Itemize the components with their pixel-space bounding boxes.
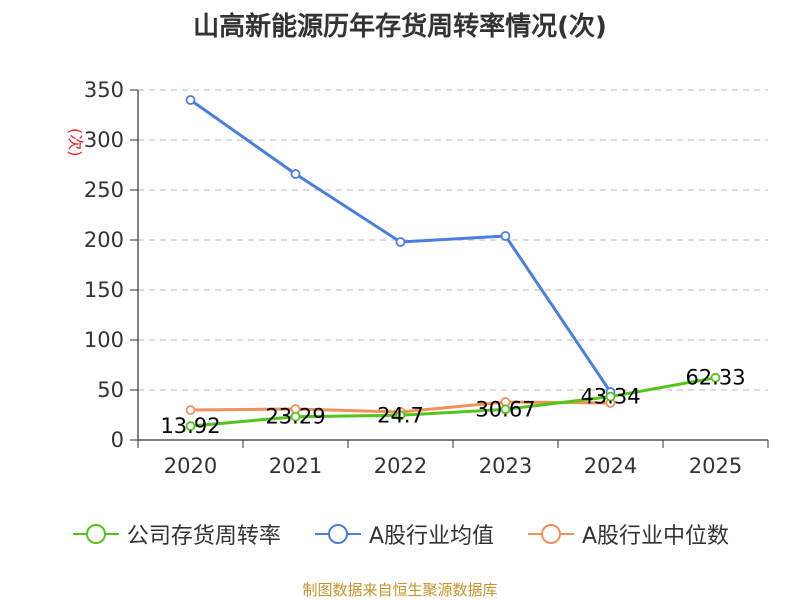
x-tick-label-2022: 2022 — [374, 454, 427, 478]
data-label-2024: 43.34 — [580, 385, 640, 409]
y-tick-label-150: 150 — [84, 278, 124, 302]
data-label-2025: 62.33 — [685, 366, 745, 390]
series-0-point-2023 — [500, 231, 511, 241]
y-tick-label-0: 0 — [111, 428, 124, 452]
legend-swatch-marker — [541, 524, 561, 544]
y-tick-label-50: 50 — [97, 378, 124, 402]
x-tick-label-2025: 2025 — [689, 454, 742, 478]
series-2-point-2020 — [185, 421, 196, 431]
data-label-2020: 13.92 — [160, 414, 220, 438]
legend-item-1[interactable]: A股行业中位数 — [526, 518, 729, 550]
x-tick-label-2023: 2023 — [479, 454, 532, 478]
axis-layer: 0 50 100 150 200 250 300 350 2020 2021 2022 2023 202… — [84, 78, 769, 478]
legend-label: 公司存货周转率 — [126, 524, 281, 549]
legend-swatch-icon — [528, 524, 574, 544]
y-tick-label-250: 250 — [84, 178, 124, 202]
data-label-2022: 24.7 — [377, 403, 424, 427]
x-tick-label-2024: 2024 — [584, 454, 637, 478]
legend-swatch-icon — [72, 524, 119, 544]
legend-swatch-marker — [327, 524, 348, 544]
data-label-2023: 30.67 — [475, 397, 535, 421]
y-tick-label-200: 200 — [84, 228, 124, 252]
data-label-layer: 13.92 23.29 24.7 30.67 43.34 62.33 — [160, 366, 745, 438]
data-label-2021: 23.29 — [265, 405, 325, 429]
legend-label: A股行业均值 — [368, 524, 494, 549]
y-tick-label-350: 350 — [84, 78, 124, 102]
series-0-point-2022 — [395, 237, 406, 247]
legend-item-0[interactable]: A股行业均值 — [313, 518, 494, 550]
series-0-point-2021 — [290, 169, 301, 179]
source-note: 制图数据来自恒生聚源数据库 — [302, 581, 498, 599]
series-2-point-2025 — [710, 372, 721, 383]
series-layer — [185, 95, 721, 431]
x-tick-label-2021: 2021 — [269, 454, 322, 478]
series-2-point-2023 — [500, 404, 511, 415]
grid-layer — [138, 89, 768, 391]
legend: 公司存货周转率 A股行业均值 A股行业中位数 — [0, 518, 800, 550]
chart-title: 山高新能源历年存货周转率情况(次) — [193, 12, 607, 42]
series-2-point-2022 — [395, 410, 406, 421]
legend-swatch-icon — [314, 524, 361, 544]
series-2-point-2024 — [605, 391, 616, 402]
legend-label: A股行业中位数 — [582, 524, 730, 549]
legend-swatch-marker — [85, 524, 106, 544]
series-line-2 — [190, 376, 716, 428]
x-tick-label-2020: 2020 — [164, 454, 217, 478]
series-1-point-2020 — [185, 405, 196, 415]
series-0-point-2020 — [185, 95, 196, 105]
y-tick-label-300: 300 — [84, 128, 124, 152]
y-axis-unit-label: (次) — [66, 128, 85, 157]
y-tick-label-100: 100 — [84, 328, 124, 352]
legend-item-2[interactable]: 公司存货周转率 — [71, 518, 281, 550]
series-2-point-2021 — [290, 411, 301, 422]
